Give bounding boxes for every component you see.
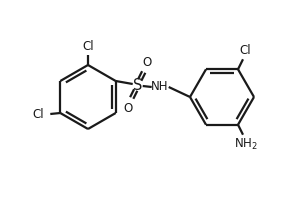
- Text: O: O: [142, 56, 151, 68]
- Text: NH: NH: [151, 81, 168, 94]
- Text: Cl: Cl: [239, 44, 251, 57]
- Text: O: O: [123, 101, 132, 114]
- Text: Cl: Cl: [32, 107, 44, 121]
- Text: S: S: [133, 77, 142, 93]
- Text: NH$_2$: NH$_2$: [234, 137, 258, 152]
- Text: Cl: Cl: [82, 39, 94, 53]
